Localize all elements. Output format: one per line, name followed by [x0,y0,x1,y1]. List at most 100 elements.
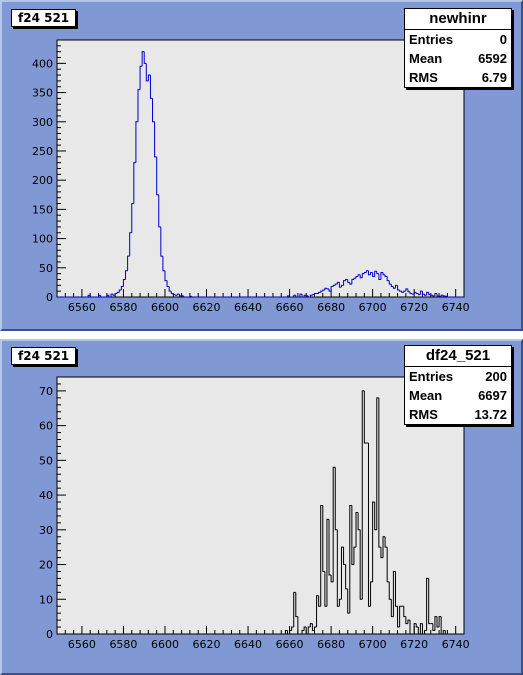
x-tick-label: 6600 [151,638,179,651]
stats-key: Mean [409,388,443,403]
histogram-bin [345,278,348,281]
histogram-bin [326,518,330,607]
histogram-bin [172,293,176,296]
pad-separator [0,331,523,339]
x-tick-label: 6740 [442,301,470,314]
histogram-bin [424,294,427,296]
histogram-bin [174,294,178,296]
y-tick-label: 100 [32,233,53,246]
histogram-bin [446,296,450,298]
histogram-bin [417,627,421,635]
histogram-bin [424,630,427,634]
x-tick-label: 6680 [317,638,345,651]
histogram-bin [295,295,298,298]
histogram-bin [390,284,394,287]
histogram-bin [311,623,315,632]
stats-key: Entries [409,32,454,47]
histogram-bin [392,570,396,617]
histogram-bin [442,630,446,634]
histogram-bin [397,606,400,628]
x-tick-label: 6660 [276,638,304,651]
histogram-bin [160,226,163,257]
histogram-bin [438,616,442,628]
histogram-bin [309,623,313,628]
histogram-bin [183,295,186,298]
histogram-bin [332,284,336,287]
histogram-bin [343,280,346,286]
histogram-bin [162,256,165,272]
histogram-bin [152,98,155,123]
histogram-bin [318,291,321,294]
histogram-bin [320,290,323,293]
histogram-bin [110,293,114,297]
histogram-bin [330,285,334,292]
histogram-bin [390,599,394,618]
histogram-bin [289,295,292,298]
histogram-bin [295,592,298,618]
histogram-bin [388,280,392,285]
histogram-bin [313,626,317,631]
histogram-bin [386,276,390,282]
histogram-bin [316,595,319,628]
histogram-bin [419,290,423,295]
histogram-bin [118,289,122,293]
histogram-bin [397,285,400,291]
stats-value: 6697 [478,388,507,403]
histogram-df24-521: 6560 6580 6600 6620 6640 6660 6680 6700 6720 6740… [39,376,470,651]
histogram-bin [120,285,124,290]
histogram-bin [426,577,429,631]
histogram-bin [324,287,327,290]
histogram-bin [336,529,340,607]
histogram-bin [401,291,404,293]
histogram-bin [301,294,305,298]
histogram-bin [156,156,159,196]
histogram-bin [399,605,402,628]
y-tick-label: 50 [39,262,53,275]
y-tick-label: 250 [32,145,53,158]
stats-value: 13.72 [474,407,507,422]
histogram-bin [372,501,375,582]
y-tick-label: 300 [32,116,53,129]
histogram-bin [284,630,288,634]
histogram-bin [108,295,111,298]
x-tick-label: 6740 [442,638,470,651]
histogram-bin [336,281,340,285]
histogram-bin [376,271,379,275]
stats-key: RMS [409,70,438,85]
histogram-bin [293,591,296,628]
histogram-bin [332,466,336,582]
histogram-bin [114,292,118,296]
histogram-bin [378,397,381,548]
histogram-bin [305,295,309,297]
histogram-bin [98,294,101,297]
y-tick-label: 200 [32,174,53,187]
stats-key: Entries [409,369,454,384]
stats-row-entries: Entries 0 [405,30,511,49]
histogram-bin [322,289,325,292]
x-tick-label: 6680 [317,301,345,314]
histogram-bin [137,89,141,122]
histogram-bin [374,502,377,531]
histogram-bin [442,295,446,297]
histogram-bin [421,623,425,635]
histogram-bin [286,630,290,635]
histogram-bin [355,511,359,548]
x-tick-label: 6580 [109,301,137,314]
histogram-bin [307,626,311,634]
stats-row-mean: Mean 6697 [405,386,511,405]
histogram-bin [297,616,300,635]
stats-key: Mean [409,51,443,66]
x-tick-label: 6560 [68,301,96,314]
histogram-bin [116,291,120,294]
stats-row-rms: RMS 13.72 [405,405,511,424]
histogram-bin [399,289,402,292]
histogram-bin [409,291,413,294]
histogram-bin [309,294,313,297]
histogram-bin [299,293,303,297]
histogram-bin [415,292,419,294]
histogram-bin [436,293,440,297]
x-tick-label: 6620 [193,301,221,314]
histogram-bin [326,288,330,290]
histogram-bin [176,293,180,296]
histogram-bin [407,288,411,293]
